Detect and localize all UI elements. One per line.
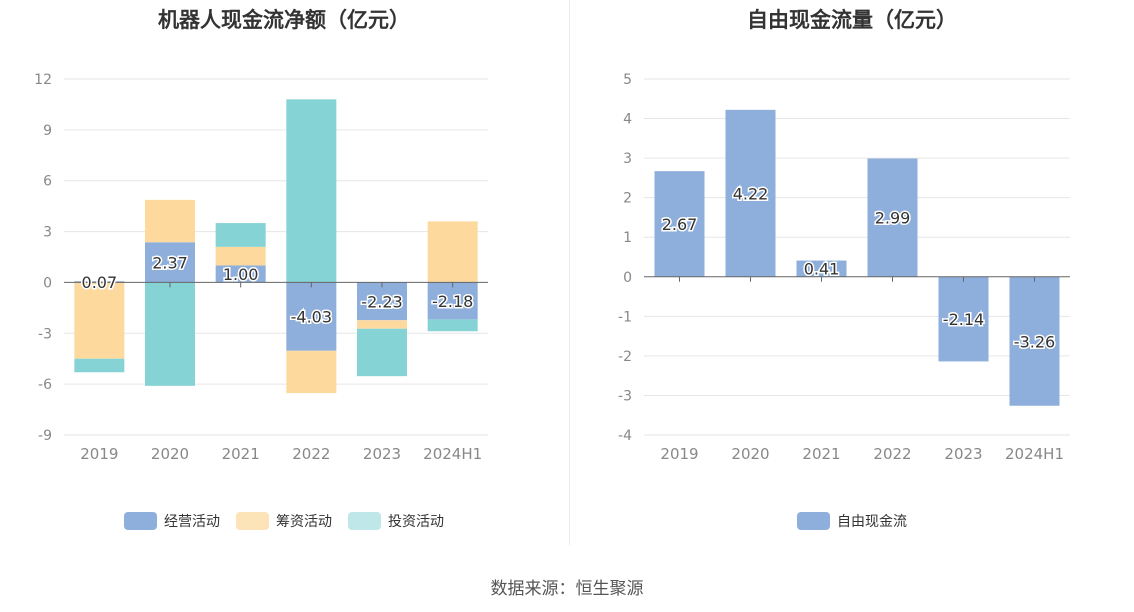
- y-tick-label: 12: [34, 72, 52, 88]
- legend-item-operating[interactable]: 经营活动: [124, 511, 220, 531]
- bar-financing: [215, 246, 266, 266]
- bar-financing: [357, 320, 407, 329]
- cash-flow-chart-panel: 机器人现金流净额（亿元） -9 -6 -3 0 3 6 9 12 2019 2020 2021 202…: [0, 0, 568, 545]
- data-label: -2.23: [361, 292, 402, 311]
- bar-investing: [427, 319, 478, 332]
- bar-operating: [145, 242, 195, 283]
- legend-item-financing[interactable]: 筹资活动: [236, 511, 332, 531]
- bar-operating: [286, 282, 337, 351]
- data-label: -2.18: [432, 292, 473, 311]
- x-tick-label: 2024H1: [423, 445, 482, 463]
- data-label: 2.99: [875, 209, 911, 228]
- data-label: 0.07: [82, 273, 118, 292]
- bar-financing: [145, 199, 195, 243]
- y-tick-label: 5: [623, 72, 632, 88]
- bar-investing: [357, 328, 407, 377]
- x-tick-label: 2019: [80, 445, 118, 463]
- free-cash-flow-chart: -4 -3 -2 -1 0 1 2 3 4 5 2019 2020 2021 2022 2023 2024H1…: [618, 72, 1070, 463]
- bar-operating: [357, 282, 407, 321]
- data-label: 4.22: [733, 184, 769, 203]
- bar-fcf: [1009, 276, 1060, 406]
- bar-operating: [215, 265, 266, 283]
- y-tick-label: -1: [618, 309, 632, 325]
- data-label: -4.03: [291, 308, 332, 327]
- y-tick-label: 9: [43, 123, 52, 139]
- y-tick-label: 1: [623, 230, 632, 246]
- y-tick-label: -6: [38, 377, 52, 393]
- bar-operating: [427, 282, 478, 320]
- x-tick-label: 2021: [222, 445, 260, 463]
- bar-fcf: [796, 260, 847, 277]
- legend-swatch-financing: [236, 512, 269, 530]
- x-tick-label: 2019: [660, 445, 698, 463]
- x-tick-label: 2022: [292, 445, 330, 463]
- free-cash-flow-chart-title: 自由现金流量（亿元）: [747, 8, 957, 32]
- y-tick-label: -4: [618, 428, 632, 444]
- bar-operating: [74, 281, 125, 283]
- y-tick-label: 3: [623, 151, 632, 167]
- x-tick-label: 2024H1: [1005, 445, 1064, 463]
- free-cash-flow-chart-panel: 自由现金流量（亿元） -4 -3 -2 -1 0 1 2 3 4 5 2019 2020 2021 202…: [570, 0, 1134, 545]
- data-label: -3.26: [1014, 332, 1055, 351]
- x-tick-label: 2021: [802, 445, 840, 463]
- bar-fcf: [725, 109, 776, 277]
- x-tick-label: 2020: [731, 445, 769, 463]
- bar-investing: [145, 282, 195, 386]
- bar-fcf: [938, 276, 989, 362]
- cash-flow-chart: -9 -6 -3 0 3 6 9 12 2019 2020 2021 2022 2023 2024H1 0.…: [34, 72, 488, 463]
- legend-swatch-investing: [348, 512, 381, 530]
- bar-fcf: [654, 171, 705, 277]
- legend-swatch-fcf: [797, 512, 830, 530]
- bar-financing: [74, 282, 125, 359]
- bar-investing: [215, 223, 266, 247]
- cash-flow-chart-title: 机器人现金流净额（亿元）: [158, 8, 410, 32]
- x-tick-label: 2020: [151, 445, 189, 463]
- data-label: -2.14: [943, 310, 984, 329]
- legend-item-fcf[interactable]: 自由现金流: [797, 511, 907, 531]
- free-cash-flow-legend: 自由现金流: [570, 511, 1134, 531]
- legend-swatch-operating: [124, 512, 157, 530]
- bar-investing: [286, 99, 337, 283]
- y-tick-label: -9: [38, 428, 52, 444]
- data-label: 2.67: [662, 215, 698, 234]
- x-tick-label: 2022: [873, 445, 911, 463]
- data-source-note: 数据来源：恒生聚源: [490, 579, 644, 599]
- legend-label-operating: 经营活动: [164, 514, 220, 530]
- legend-label-fcf: 自由现金流: [837, 514, 907, 530]
- y-tick-label: 3: [43, 225, 52, 241]
- y-tick-label: 6: [43, 174, 52, 190]
- bar-investing: [74, 358, 125, 373]
- cash-flow-legend: 经营活动 筹资活动 投资活动: [0, 511, 568, 531]
- y-tick-label: -3: [618, 388, 632, 404]
- y-tick-label: -2: [618, 349, 632, 365]
- x-tick-label: 2023: [363, 445, 401, 463]
- y-tick-label: -3: [38, 326, 52, 342]
- y-tick-label: 2: [623, 191, 632, 207]
- y-tick-label: 0: [43, 275, 52, 291]
- legend-label-financing: 筹资活动: [276, 514, 332, 530]
- data-label: 0.41: [804, 260, 840, 279]
- panel-divider: [569, 0, 570, 545]
- bar-financing: [427, 221, 478, 283]
- legend-label-investing: 投资活动: [388, 514, 444, 530]
- y-tick-label: 4: [623, 112, 632, 128]
- legend-item-investing[interactable]: 投资活动: [348, 511, 444, 531]
- data-label: 2.37: [152, 253, 188, 272]
- x-tick-label: 2023: [944, 445, 982, 463]
- bar-financing: [286, 350, 337, 394]
- data-label: 1.00: [223, 265, 259, 284]
- y-tick-label: 0: [623, 270, 632, 286]
- bar-fcf: [867, 158, 918, 277]
